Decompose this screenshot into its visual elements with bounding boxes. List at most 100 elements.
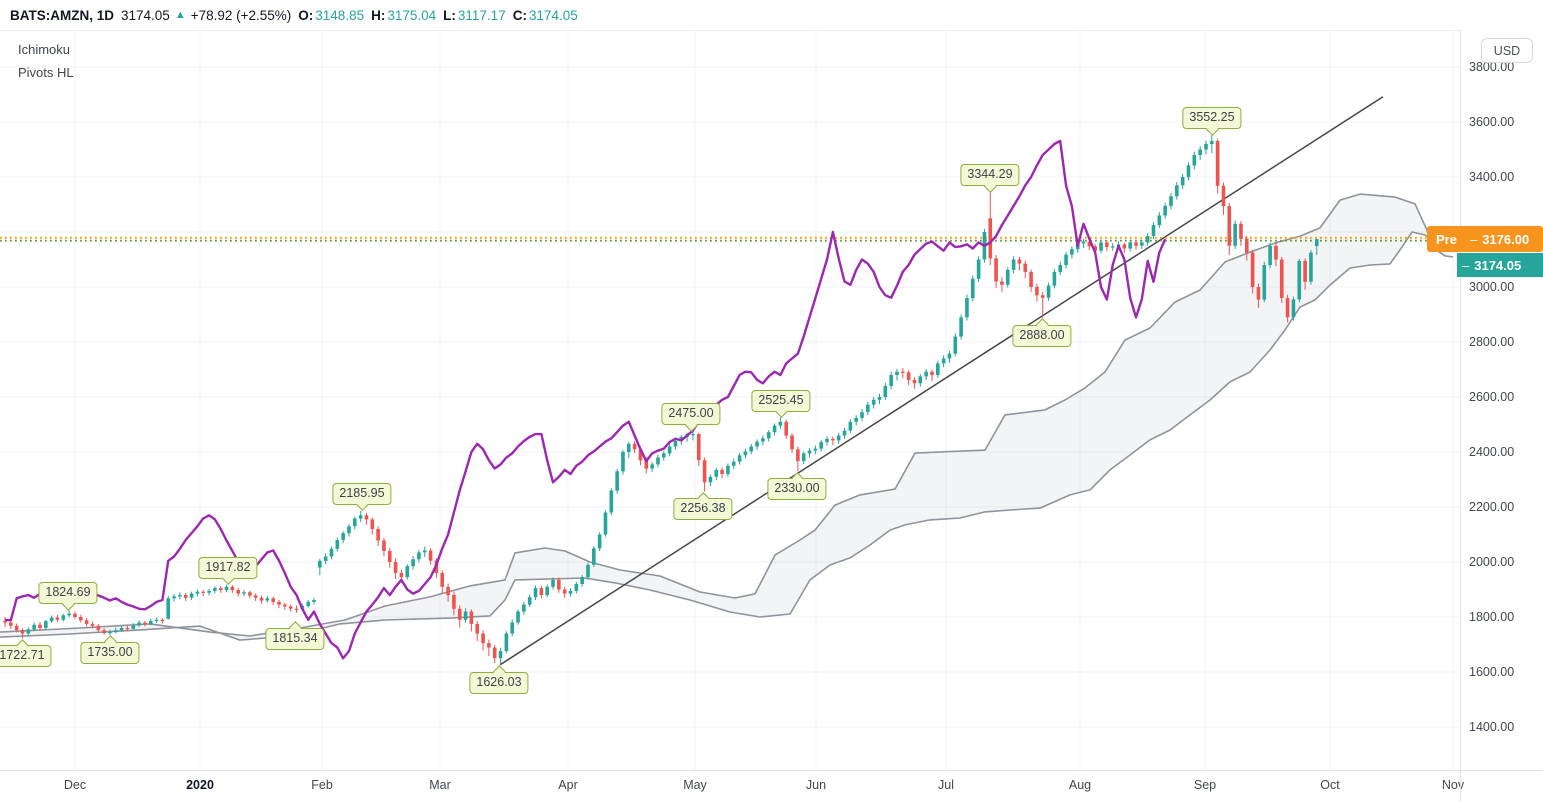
candle-body: [492, 647, 497, 659]
candle-body: [796, 449, 800, 462]
candle-body: [1262, 265, 1267, 300]
legend-item-pivots-hl[interactable]: Pivots HL: [18, 65, 74, 80]
candle-body: [970, 278, 975, 299]
candle-body: [1005, 269, 1010, 285]
candle: [1180, 173, 1185, 190]
candle-body: [1052, 271, 1057, 286]
candle: [1099, 239, 1103, 254]
candle: [154, 617, 159, 623]
candle: [189, 591, 194, 600]
candle-body: [755, 441, 759, 447]
candle: [440, 570, 445, 594]
candle-body: [504, 633, 509, 652]
candle: [1221, 182, 1226, 215]
candle-body: [1250, 252, 1255, 287]
candle: [329, 546, 334, 560]
candle-body: [370, 519, 375, 529]
candle: [551, 577, 555, 590]
candle-body: [1221, 185, 1226, 207]
candle: [661, 450, 666, 461]
candle: [457, 605, 462, 628]
candle: [428, 548, 433, 565]
candle: [26, 627, 31, 636]
price-chart[interactable]: [0, 0, 1460, 802]
candle: [714, 467, 719, 481]
candle: [603, 510, 608, 537]
candle: [1128, 239, 1132, 252]
candle-body: [73, 613, 77, 617]
candle-body: [61, 615, 66, 620]
candle: [1064, 251, 1068, 269]
candle: [1052, 268, 1057, 289]
candle-body: [912, 379, 917, 384]
candle-body: [1046, 285, 1051, 298]
price-axis[interactable]: 3800.003600.003400.003200.003000.002800.…: [1461, 30, 1543, 770]
candle-body: [475, 623, 480, 634]
candle-body: [1128, 242, 1132, 249]
candle-body: [1210, 141, 1214, 144]
candle: [597, 532, 602, 551]
candle: [761, 435, 765, 446]
candle: [376, 526, 380, 546]
candle-body: [691, 434, 695, 436]
currency-toggle-button[interactable]: USD: [1481, 38, 1533, 63]
candle-body: [318, 560, 322, 568]
candle: [108, 629, 112, 635]
candle-body: [125, 628, 130, 630]
price-axis-label: 3400.00: [1469, 170, 1515, 184]
candle: [580, 574, 584, 587]
candle-body: [580, 577, 584, 584]
candle: [248, 590, 252, 599]
candle: [14, 623, 19, 633]
candle: [726, 463, 730, 477]
candle-body: [714, 469, 719, 477]
candle: [807, 448, 812, 458]
candle-body: [1070, 249, 1074, 255]
candle-body: [452, 595, 456, 609]
candle: [533, 585, 538, 600]
candle: [306, 600, 310, 608]
candle-body: [44, 621, 48, 628]
candle: [691, 431, 695, 441]
candle-body: [965, 298, 969, 318]
candle-body: [510, 622, 515, 634]
candle-body: [137, 622, 141, 626]
candle-body: [498, 651, 503, 659]
candle-body: [801, 453, 806, 462]
candle-body: [1134, 242, 1138, 246]
price-axis-label: 3600.00: [1469, 115, 1515, 129]
candle: [207, 588, 211, 596]
candle-body: [854, 417, 858, 422]
candle: [277, 600, 281, 609]
candle: [335, 537, 340, 552]
candle: [784, 419, 789, 439]
price-axis-label: 2400.00: [1469, 445, 1515, 459]
candle: [183, 592, 188, 601]
candle-body: [1157, 215, 1162, 226]
open-label: O:: [298, 7, 314, 23]
symbol-title[interactable]: BATS:AMZN, 1D: [10, 7, 114, 23]
candle: [213, 586, 217, 594]
candle-body: [306, 601, 310, 606]
time-axis-label: Oct: [1320, 778, 1340, 792]
candle: [877, 393, 882, 405]
candle: [364, 513, 369, 525]
candle-body: [323, 556, 328, 561]
last-price-value: 3174.05: [121, 7, 170, 23]
candle: [1163, 202, 1167, 219]
pane-top-divider: [0, 30, 1543, 31]
time-axis[interactable]: Dec 2020 Feb Mar Apr May Jun Jul Aug Sep Oct Nov: [0, 770, 1543, 802]
legend-item-ichimoku[interactable]: Ichimoku: [18, 42, 71, 57]
candle: [755, 439, 759, 450]
candle-body: [708, 476, 713, 483]
candle: [218, 585, 223, 593]
candle: [871, 397, 876, 409]
time-axis-label: Sep: [1193, 778, 1217, 792]
candle: [545, 584, 549, 598]
candle-body: [9, 622, 13, 626]
candle: [615, 469, 619, 494]
candle-body: [1064, 254, 1068, 265]
candle: [382, 537, 386, 557]
axis-border: [1460, 30, 1461, 802]
candle-body: [562, 589, 567, 594]
